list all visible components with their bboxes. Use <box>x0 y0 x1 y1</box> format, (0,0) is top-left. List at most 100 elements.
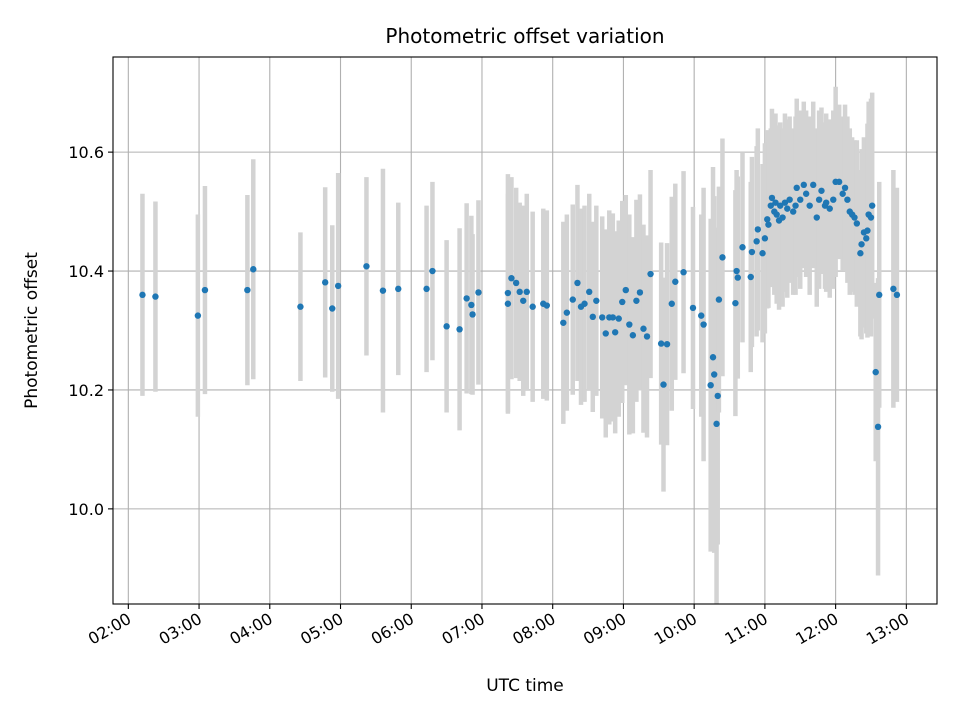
data-points <box>139 178 901 431</box>
data-point <box>874 423 882 431</box>
data-point <box>851 214 858 221</box>
data-point <box>773 211 780 218</box>
y-tick-label: 10.2 <box>68 381 104 400</box>
data-point <box>761 235 769 242</box>
data-point <box>767 202 774 209</box>
data-point <box>841 184 849 192</box>
data-point <box>139 291 146 299</box>
data-point <box>611 329 619 336</box>
data-point <box>201 286 209 294</box>
data-point <box>456 326 463 333</box>
data-point <box>581 300 588 307</box>
data-point <box>863 235 870 242</box>
data-point <box>423 285 430 293</box>
data-point <box>615 315 622 322</box>
data-point <box>835 178 843 186</box>
data-point <box>512 279 520 287</box>
data-point <box>574 279 581 287</box>
data-point <box>569 296 576 303</box>
data-point <box>523 288 530 296</box>
y-axis-title: Photometric offset <box>22 252 42 409</box>
data-point <box>633 297 640 304</box>
data-point <box>504 289 512 297</box>
data-point <box>734 274 741 281</box>
data-point <box>609 314 617 321</box>
data-point <box>680 269 687 276</box>
data-point <box>772 199 779 206</box>
data-point <box>563 309 571 316</box>
data-point <box>660 381 667 388</box>
data-point <box>864 227 871 234</box>
data-point <box>806 202 813 209</box>
data-point <box>443 323 450 330</box>
data-point <box>872 368 879 376</box>
data-point <box>711 371 718 378</box>
data-point <box>707 382 714 389</box>
data-point <box>672 278 679 285</box>
data-point <box>759 250 766 257</box>
data-point <box>589 313 596 321</box>
data-point <box>599 314 606 321</box>
data-point <box>529 303 536 310</box>
data-point <box>700 321 707 328</box>
data-point <box>789 208 797 215</box>
data-point <box>586 288 593 296</box>
y-tick-label: 10.4 <box>68 262 104 281</box>
data-point <box>689 304 697 312</box>
data-point <box>876 291 883 299</box>
data-point <box>520 297 527 304</box>
data-point <box>516 288 523 296</box>
data-point <box>244 286 251 294</box>
data-point <box>797 196 804 203</box>
data-point <box>475 289 482 296</box>
data-point <box>802 190 810 197</box>
data-point <box>379 287 387 294</box>
data-point <box>622 286 629 294</box>
data-point <box>250 266 257 273</box>
data-point <box>626 321 633 328</box>
data-point <box>194 312 202 319</box>
data-point <box>839 190 846 197</box>
data-point <box>429 267 436 275</box>
data-point <box>868 202 876 209</box>
data-point <box>657 340 665 347</box>
data-point <box>768 194 776 202</box>
data-point <box>784 205 791 212</box>
data-point <box>786 196 793 203</box>
data-point <box>715 296 723 303</box>
data-point <box>719 254 726 261</box>
data-point <box>777 202 784 209</box>
data-point <box>781 199 789 206</box>
data-point <box>739 244 746 251</box>
data-point <box>713 420 720 428</box>
data-point <box>853 220 861 227</box>
data-point <box>508 274 515 282</box>
data-point <box>765 221 772 228</box>
data-point <box>321 279 329 286</box>
data-point <box>764 216 771 223</box>
data-point <box>826 205 833 212</box>
data-point <box>779 214 786 221</box>
data-point <box>754 226 762 233</box>
data-point <box>329 305 336 312</box>
data-point <box>792 202 799 209</box>
data-point <box>822 199 830 206</box>
data-point <box>753 238 760 245</box>
data-point <box>714 392 721 400</box>
data-point <box>602 330 609 337</box>
data-point <box>857 250 864 257</box>
data-point <box>733 267 740 275</box>
data-point <box>698 312 705 319</box>
data-point <box>469 311 476 318</box>
plot-frame <box>112 56 938 605</box>
data-point <box>647 270 654 278</box>
data-point <box>363 263 370 270</box>
data-point <box>813 214 820 221</box>
data-point <box>844 196 851 203</box>
data-point <box>748 248 756 256</box>
data-point <box>334 282 342 290</box>
data-point <box>893 291 901 299</box>
data-point <box>463 295 470 302</box>
data-point <box>297 303 304 310</box>
y-axis-ticks: 10.0 10.2 10.4 10.6 <box>68 143 113 519</box>
